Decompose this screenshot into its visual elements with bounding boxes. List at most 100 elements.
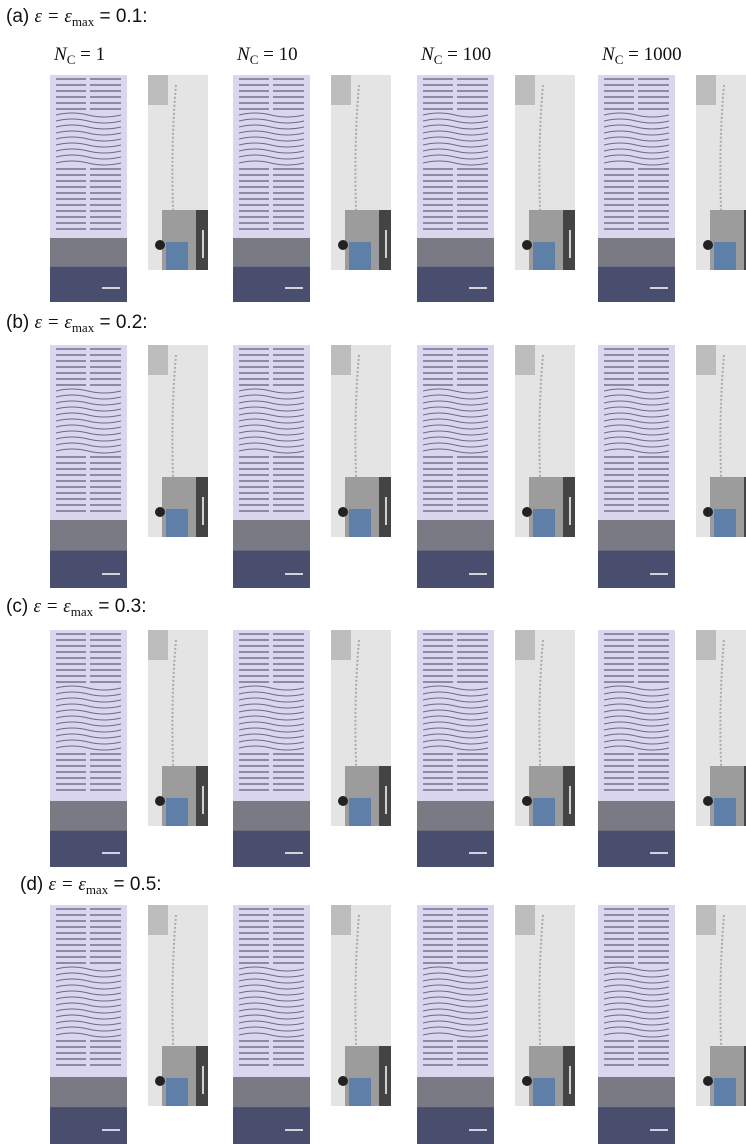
clamp-top <box>696 630 716 660</box>
knob <box>155 507 165 517</box>
row-label: (b) ε = εmax = 0.2: <box>6 312 148 336</box>
column-header: NC = 1 <box>54 44 105 68</box>
right-edge <box>563 766 575 826</box>
clamp-top <box>148 905 168 935</box>
specimen-photo <box>50 630 127 867</box>
panel-letter: (b) <box>6 312 29 333</box>
rhs: = 0.3: <box>98 596 146 617</box>
base-top <box>50 801 127 831</box>
lhs: ε = ε <box>33 596 70 617</box>
gripper-blue <box>166 509 188 537</box>
right-edge <box>379 477 391 537</box>
knob <box>703 796 713 806</box>
side-photo <box>331 630 391 826</box>
clamp-top <box>331 630 351 660</box>
right-edge <box>563 210 575 270</box>
knob <box>522 507 532 517</box>
right-edge <box>196 477 208 537</box>
specimen-photo <box>50 75 127 302</box>
gripper-blue <box>533 798 555 826</box>
lhs: ε = ε <box>35 6 72 27</box>
knob <box>338 796 348 806</box>
knob <box>338 240 348 250</box>
base-top <box>417 1077 494 1107</box>
base-top <box>598 238 675 267</box>
panel-letter: (c) <box>6 596 28 617</box>
knob <box>522 796 532 806</box>
gripper-blue <box>533 509 555 537</box>
column-header: NC = 10 <box>237 44 298 68</box>
clamp-top <box>515 905 535 935</box>
right-edge <box>563 477 575 537</box>
clamp-top <box>696 75 716 105</box>
equation: ε = εmax <box>35 312 95 333</box>
base-top <box>233 238 310 267</box>
side-photo <box>515 630 575 826</box>
gripper-blue <box>349 509 371 537</box>
knob <box>703 240 713 250</box>
side-photo <box>148 345 208 537</box>
row-label: (d) ε = εmax = 0.5: <box>20 874 162 898</box>
specimen-photo <box>598 630 675 867</box>
side-photo <box>696 75 746 270</box>
base-top <box>233 1077 310 1107</box>
clamp-top <box>515 630 535 660</box>
symbol: N <box>237 44 250 65</box>
value: = 100 <box>447 44 491 65</box>
column-header: NC = 100 <box>421 44 491 68</box>
specimen-photo <box>417 905 494 1144</box>
subscript: max <box>86 882 108 897</box>
gripper-blue <box>166 1078 188 1106</box>
right-edge <box>196 1046 208 1106</box>
specimen-photo <box>50 905 127 1144</box>
lhs: ε = ε <box>49 874 86 895</box>
subscript: max <box>72 320 94 335</box>
side-photo <box>515 345 575 537</box>
base-top <box>233 520 310 551</box>
specimen-photo <box>417 75 494 302</box>
gripper-blue <box>714 509 736 537</box>
subscript: max <box>71 604 93 619</box>
base-top <box>417 520 494 551</box>
specimen-photo <box>233 75 310 302</box>
gripper-blue <box>349 1078 371 1106</box>
knob <box>155 1076 165 1086</box>
specimen-photo <box>417 630 494 867</box>
panel-letter: (d) <box>20 874 43 895</box>
right-edge <box>379 766 391 826</box>
panel-letter: (a) <box>6 6 29 27</box>
rhs: = 0.2: <box>99 312 147 333</box>
side-photo <box>148 905 208 1106</box>
side-photo <box>331 905 391 1106</box>
knob <box>703 1076 713 1086</box>
base-top <box>50 238 127 267</box>
clamp-top <box>696 345 716 375</box>
side-photo <box>515 75 575 270</box>
knob <box>522 1076 532 1086</box>
knob <box>155 240 165 250</box>
row-label: (a) ε = εmax = 0.1: <box>6 6 148 30</box>
side-photo <box>331 345 391 537</box>
base-top <box>417 238 494 267</box>
value: = 1000 <box>628 44 681 65</box>
knob <box>703 507 713 517</box>
right-edge <box>379 210 391 270</box>
subscript: C <box>67 52 76 67</box>
right-edge <box>196 766 208 826</box>
base-top <box>233 801 310 831</box>
base-top <box>50 1077 127 1107</box>
column-header: NC = 1000 <box>602 44 682 68</box>
knob <box>338 1076 348 1086</box>
value: = 1 <box>80 44 105 65</box>
specimen-photo <box>233 905 310 1144</box>
base-top <box>417 801 494 831</box>
gripper-blue <box>166 798 188 826</box>
knob <box>522 240 532 250</box>
row-label: (c) ε = εmax = 0.3: <box>6 596 146 620</box>
specimen-photo <box>598 75 675 302</box>
base-top <box>598 1077 675 1107</box>
gripper-blue <box>714 242 736 270</box>
specimen-photo <box>233 630 310 867</box>
side-photo <box>148 75 208 270</box>
base-top <box>598 801 675 831</box>
